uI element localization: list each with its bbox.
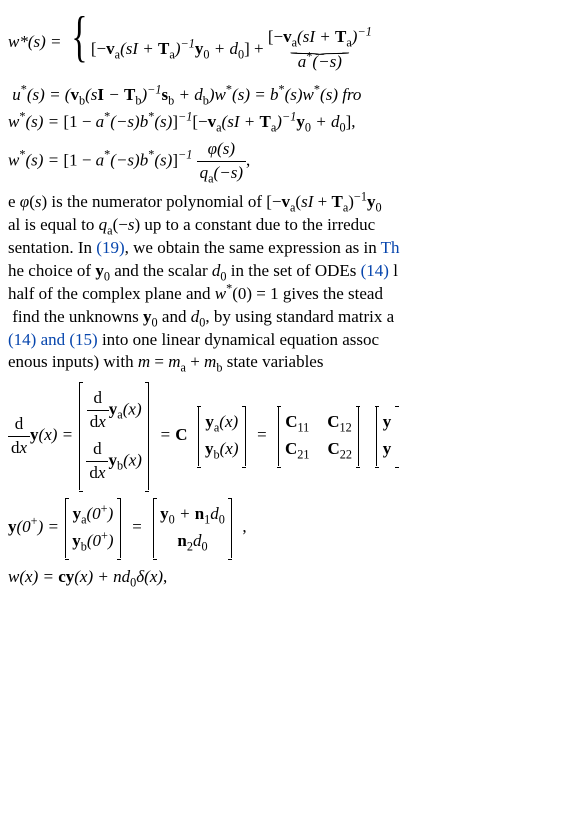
mat-y: ya(x) yb(x) [198,406,246,466]
ref-14-15[interactable]: (14) and (15) [8,330,98,349]
mat-ytrail: y y [376,406,398,466]
mat-y0p: ya(0+) yb(0+) [65,498,120,558]
eq-wstar-2: w*(s) = [1 − a*(−s)b*(s)]−1 φ(s) qa(−s) … [8,138,568,185]
frac-phi: φ(s) qa(−s) [197,138,246,185]
eq-y0: y(0+) = ya(0+) yb(0+) = y0 + n1d0 n2d0 , [8,498,568,558]
eq-ustar: u*(s) = (vb(sI − Tb)−1sb + db)w*(s) = b*… [8,84,568,107]
mat-y0n: y0 + n1d0 n2d0 [153,498,232,558]
eq-wstar-top: w*(s) = { [−va(sI + Ta)−1y0 + d0] + [−va… [8,12,568,74]
eq-dyn-1: ddxy(x) = ddxya(x) ddxyb(x) = C ya(x) yb… [8,382,568,490]
mat-dy: ddxya(x) ddxyb(x) [79,382,149,490]
para-main: e φ(s) is the numerator polynomial of [−… [8,191,568,375]
ref-19[interactable]: (19) [96,238,124,257]
ref-14[interactable]: (14) [361,261,389,280]
eq-wstar-1: w*(s) = [1 − a*(−s)b*(s)]−1[−va(sI + Ta)… [8,111,568,134]
eq-wx: w(x) = cy(x) + nd0δ(x), [8,566,568,589]
mat-C: C11C12 C21C22 [278,406,359,466]
underbrace-a: [−va(sI + Ta)−1 ⏟ a*(−s) [268,26,372,74]
ref-th[interactable]: Th [381,238,400,257]
